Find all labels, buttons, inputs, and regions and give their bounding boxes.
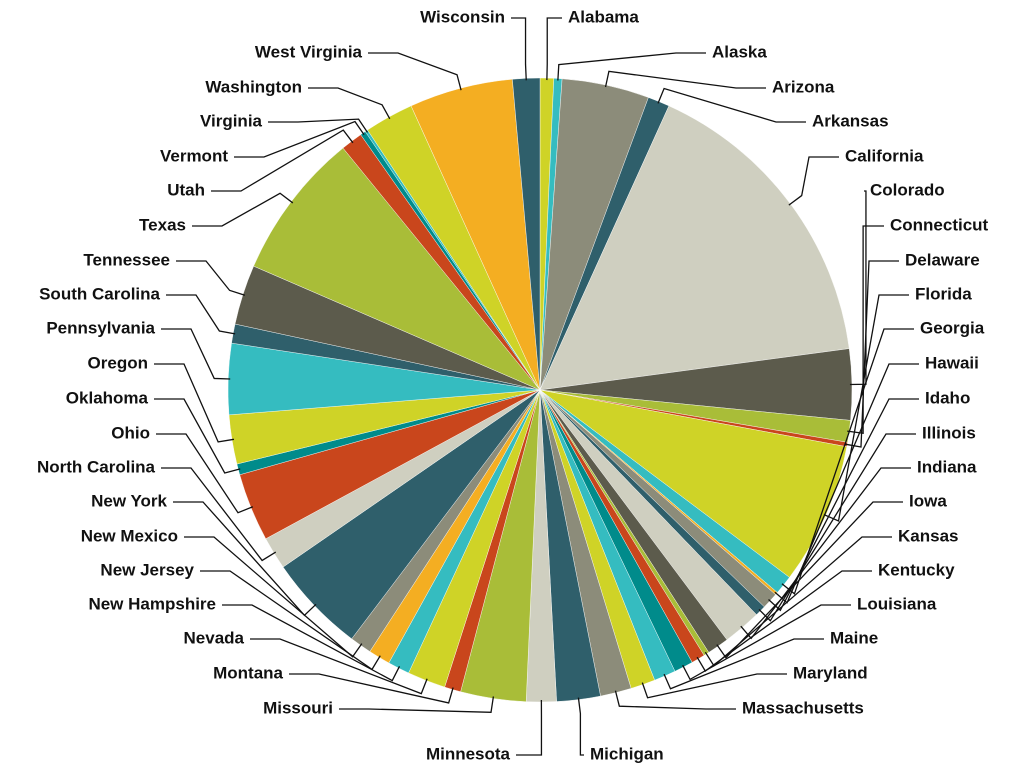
slice-label: Alabama: [568, 7, 639, 26]
slice-label: New York: [91, 491, 167, 510]
leader-line: [823, 294, 909, 522]
leader-line: [511, 17, 527, 81]
slice-label: Kentucky: [878, 560, 955, 579]
slice-label: South Carolina: [39, 284, 160, 303]
leader-line: [368, 52, 462, 91]
leader-line: [614, 690, 736, 710]
leader-line: [849, 190, 867, 386]
leader-line: [308, 87, 391, 120]
leader-line: [268, 118, 369, 133]
slice-label: Montana: [213, 663, 283, 682]
leader-line: [845, 260, 899, 448]
leader-line: [200, 570, 381, 671]
slice-label: Delaware: [905, 250, 980, 269]
leader-line: [758, 433, 916, 622]
slice-label: Michigan: [590, 744, 664, 763]
leader-line: [696, 570, 872, 672]
slice-label: Kansas: [898, 526, 958, 545]
leader-line: [222, 604, 401, 682]
slice-label: Idaho: [925, 388, 970, 407]
leader-line: [154, 363, 235, 443]
leader-line: [184, 536, 363, 658]
slice-label: Maryland: [793, 663, 868, 682]
leader-line: [682, 604, 851, 681]
slice-label: Wisconsin: [420, 7, 505, 26]
leader-line: [234, 120, 365, 158]
leader-line: [176, 260, 246, 296]
slice-label: New Jersey: [100, 560, 194, 579]
leader-line: [704, 536, 892, 667]
slice-label: Hawaii: [925, 353, 979, 372]
slice-label: Maine: [830, 628, 878, 647]
slice-label: Missouri: [263, 698, 333, 717]
slice-label: Virginia: [200, 111, 263, 130]
leader-line: [192, 192, 294, 227]
slice-label: Oregon: [88, 353, 148, 372]
leader-line: [211, 129, 354, 192]
slice-label: Tennessee: [83, 250, 170, 269]
slice-label: Minnesota: [426, 744, 511, 763]
slice-label: New Hampshire: [88, 594, 216, 613]
slice-label: Connecticut: [890, 215, 989, 234]
leader-line: [604, 70, 766, 89]
slice-label: Illinois: [922, 423, 976, 442]
slice-label: California: [845, 146, 924, 165]
leader-line: [774, 363, 919, 604]
slice-label: Colorado: [870, 180, 945, 199]
leader-line: [663, 638, 824, 690]
slice-label: Ohio: [111, 423, 150, 442]
leader-line: [740, 467, 911, 640]
leader-line: [161, 467, 277, 562]
slice-label: Iowa: [909, 491, 947, 510]
leader-line: [716, 501, 903, 659]
leader-line: [546, 17, 562, 81]
leader-line: [173, 501, 317, 617]
slice-label: New Mexico: [81, 526, 178, 545]
leader-line: [577, 697, 584, 756]
leader-line: [339, 696, 495, 713]
leader-line: [516, 699, 543, 756]
slice-label: Nevada: [184, 628, 245, 647]
leader-line: [161, 328, 231, 380]
leader-line: [289, 673, 454, 704]
slice-label: Indiana: [917, 457, 977, 476]
slice-label: West Virginia: [255, 42, 363, 61]
leader-line: [847, 225, 884, 435]
leader-line: [641, 673, 787, 699]
leader-line: [768, 398, 919, 612]
slice-label: Washington: [205, 77, 302, 96]
slice-label: North Carolina: [37, 457, 156, 476]
slice-label: Florida: [915, 284, 972, 303]
slice-label: Arizona: [772, 77, 835, 96]
slice-label: Oklahoma: [66, 388, 149, 407]
leader-line: [657, 87, 806, 123]
slice-label: Vermont: [160, 146, 228, 165]
slice-label: Massachusetts: [742, 698, 864, 717]
slice-label: Texas: [139, 215, 186, 234]
leader-line: [557, 52, 706, 81]
slice-label: Louisiana: [857, 594, 937, 613]
leader-line: [154, 398, 241, 474]
slice-label: Georgia: [920, 318, 985, 337]
leader-line: [788, 156, 839, 206]
slice-label: Alaska: [712, 42, 767, 61]
slice-label: Arkansas: [812, 111, 889, 130]
leader-line: [156, 433, 254, 514]
leader-line: [250, 638, 428, 695]
slice-label: Utah: [167, 180, 205, 199]
leader-line: [166, 294, 236, 335]
slice-label: Pennsylvania: [46, 318, 155, 337]
